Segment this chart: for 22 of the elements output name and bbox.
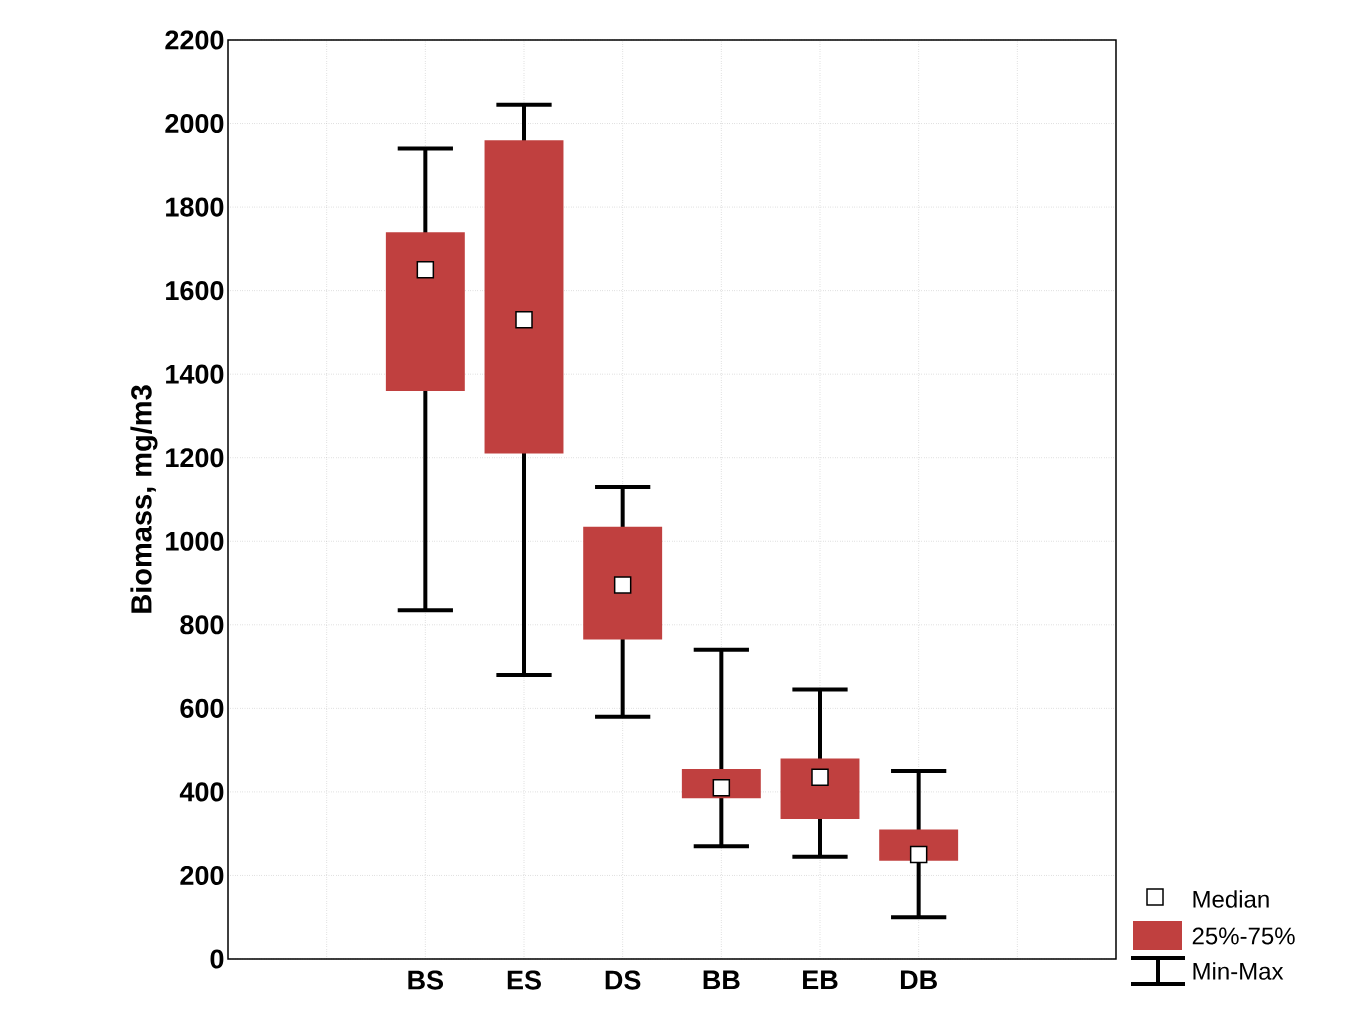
y-tick-label: 1000 <box>166 531 224 551</box>
x-tick-label: DS <box>605 970 641 990</box>
y-tick-label: 1800 <box>166 197 224 217</box>
x-tick-label: EB <box>803 970 838 990</box>
x-tick-label: ES <box>507 970 541 990</box>
y-tick-label: 1600 <box>166 281 224 301</box>
y-tick-label: 600 <box>180 698 224 718</box>
y-axis-title: Biomass, mg/m3 <box>130 385 158 613</box>
y-tick-label: 800 <box>180 615 224 635</box>
y-tick-label: 400 <box>179 782 224 802</box>
text: Min-Max <box>1193 962 1284 980</box>
x-tick-label: BB <box>703 970 740 990</box>
y-tick-label: 2200 <box>165 30 224 50</box>
y-tick-label: 200 <box>180 865 224 885</box>
y-tick-label: 0 <box>210 949 224 969</box>
text: Median <box>1193 890 1269 908</box>
x-tick-label: BS <box>408 970 444 990</box>
x-tick-label: DB <box>900 970 937 990</box>
y-tick-label: 1200 <box>166 448 224 468</box>
legend-label: 25%-75% <box>1192 927 1295 945</box>
y-tick-label: 2000 <box>165 113 224 134</box>
y-tick-label: 1400 <box>166 364 224 384</box>
